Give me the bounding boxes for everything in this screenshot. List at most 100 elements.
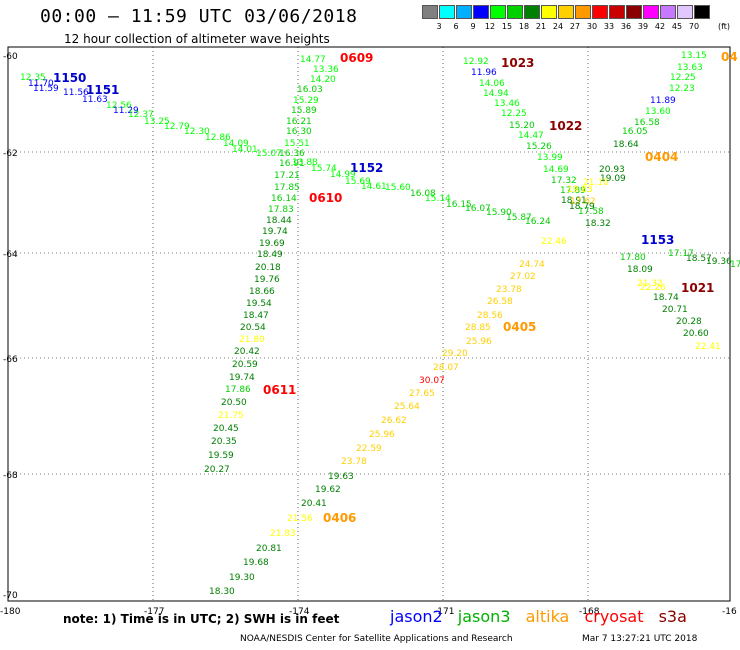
wave-height-value: 18.64 [613,140,639,150]
legend-swatch [473,5,489,19]
wave-height-value: 12.56 [106,101,132,111]
mission-jason3: jason3 [457,607,511,626]
wave-height-value: 14.99 [330,170,356,180]
longitude-label: -171 [434,607,454,617]
wave-height-value: 25.64 [394,402,420,412]
generated-timestamp: Mar 7 13:27:21 UTC 2018 [582,634,698,644]
track-label: 1022 [549,119,582,133]
track-label: 0611 [263,383,296,397]
wave-height-value: 16.15 [446,200,472,210]
legend-swatch [609,5,625,19]
wave-height-value: 18.91 [561,196,587,206]
legend-label: 33 [603,22,615,31]
wave-height-value: 12.23 [669,84,695,94]
legend-label: 3 [436,22,442,31]
page-title: 00:00 – 11:59 UTC 03/06/2018 [40,6,358,27]
longitude-label: -174 [289,607,310,617]
latitude-label: -70 [3,591,18,601]
legend-swatch [456,5,472,19]
wave-height-value: 15.26 [526,142,552,152]
wave-height-value: 20.50 [221,398,247,408]
wave-height-value: 30.07 [419,376,445,386]
wave-height-value: 15.07 [256,149,282,159]
wave-height-value: 20.27 [204,465,230,475]
legend-swatch [575,5,591,19]
wave-height-value: 18.09 [627,265,653,275]
longitude-label: -177 [144,607,164,617]
wave-height-value: 16.14 [271,194,297,204]
track-label: 0404 [645,150,678,164]
wave-height-value: 21.75 [218,411,244,421]
wave-height-value: 14.06 [479,79,505,89]
legend-swatch [660,5,676,19]
wave-height-value: 12.35 [20,73,46,83]
wave-height-value: 11.63 [82,95,108,105]
wave-height-value: 27.02 [510,272,536,282]
wave-height-value: 13.88 [292,158,318,168]
legend-swatch [422,5,438,19]
wave-height-value: 16.05 [622,127,648,137]
wave-height-value: 17.85 [274,183,300,193]
wave-height-value: 28.56 [477,311,503,321]
wave-height-value: 11.70 [28,79,54,89]
wave-height-value: 14.69 [543,165,569,175]
wave-height-value: 19.36 [706,257,732,267]
latitude-label: -68 [3,471,18,481]
wave-height-value: 18.30 [209,587,235,597]
legend-label: 15 [501,22,513,31]
wave-height-value: 17.80 [620,253,646,263]
legend-swatch [507,5,523,19]
wave-height-value: 17.89 [560,186,586,196]
track-label: 1153 [641,233,674,247]
wave-height-value: 23.78 [496,285,522,295]
wave-height-value: 21.10 [583,178,609,188]
wave-height-value: 15.29 [293,96,319,106]
wave-height-value: 15.14 [425,194,451,204]
wave-height-value: 16.24 [525,217,551,227]
longitude-label: -180 [0,607,21,617]
legend-label: 12 [484,22,496,31]
wave-height-value: 20.41 [301,499,327,509]
wave-height-value: 18.32 [585,219,611,229]
wave-height-value: 20.93 [599,165,625,175]
wave-height-value: 20.60 [683,329,709,339]
track-label: 1152 [350,161,383,175]
mission-legend: jason2 jason3 altika cryosat s3a [390,607,697,626]
wave-height-value: 29.20 [442,349,468,359]
legend-swatch [541,5,557,19]
wave-height-value: 17.21 [274,171,300,181]
wave-height-value: 28.85 [465,323,491,333]
wave-height-value: 18.44 [266,216,292,226]
mission-cryosat: cryosat [584,607,644,626]
wave-height-value: 22.41 [695,342,721,352]
mission-jason2: jason2 [390,607,443,626]
wave-height-value: 26.62 [381,416,407,426]
wave-height-value: 20.71 [662,305,688,315]
legend-label: 18 [518,22,530,31]
wave-height-value: 24.74 [519,260,545,270]
wave-height-value: 18.74 [653,293,679,303]
wave-height-value: 15.89 [291,106,317,116]
wave-height-value: 13.25 [144,117,170,127]
mission-altika: altika [525,607,570,626]
wave-height-value: 25.96 [369,430,395,440]
latitude-label: -62 [3,149,18,159]
wave-height-value: 13.15 [681,51,707,61]
wave-height-value: 20.28 [676,317,702,327]
wave-height-value: 18.47 [243,311,269,321]
wave-height-value: 25.96 [466,337,492,347]
map-frame [7,46,731,602]
wave-height-value: 15.51 [284,139,310,149]
wave-height-value: 16.03 [297,85,323,95]
wave-height-value: 14.94 [483,89,509,99]
legend-label: 42 [654,22,666,31]
wave-height-value: 13.63 [677,63,703,73]
track-label: 0610 [309,191,342,205]
wave-height-value: 15.60 [385,183,411,193]
wave-height-value: 20.81 [256,544,282,554]
legend-swatch [626,5,642,19]
wave-height-value: 15.69 [345,177,371,187]
wave-height-value: 19.59 [208,451,234,461]
wave-height-value: 16.36 [279,149,305,159]
legend-label: 45 [671,22,683,31]
